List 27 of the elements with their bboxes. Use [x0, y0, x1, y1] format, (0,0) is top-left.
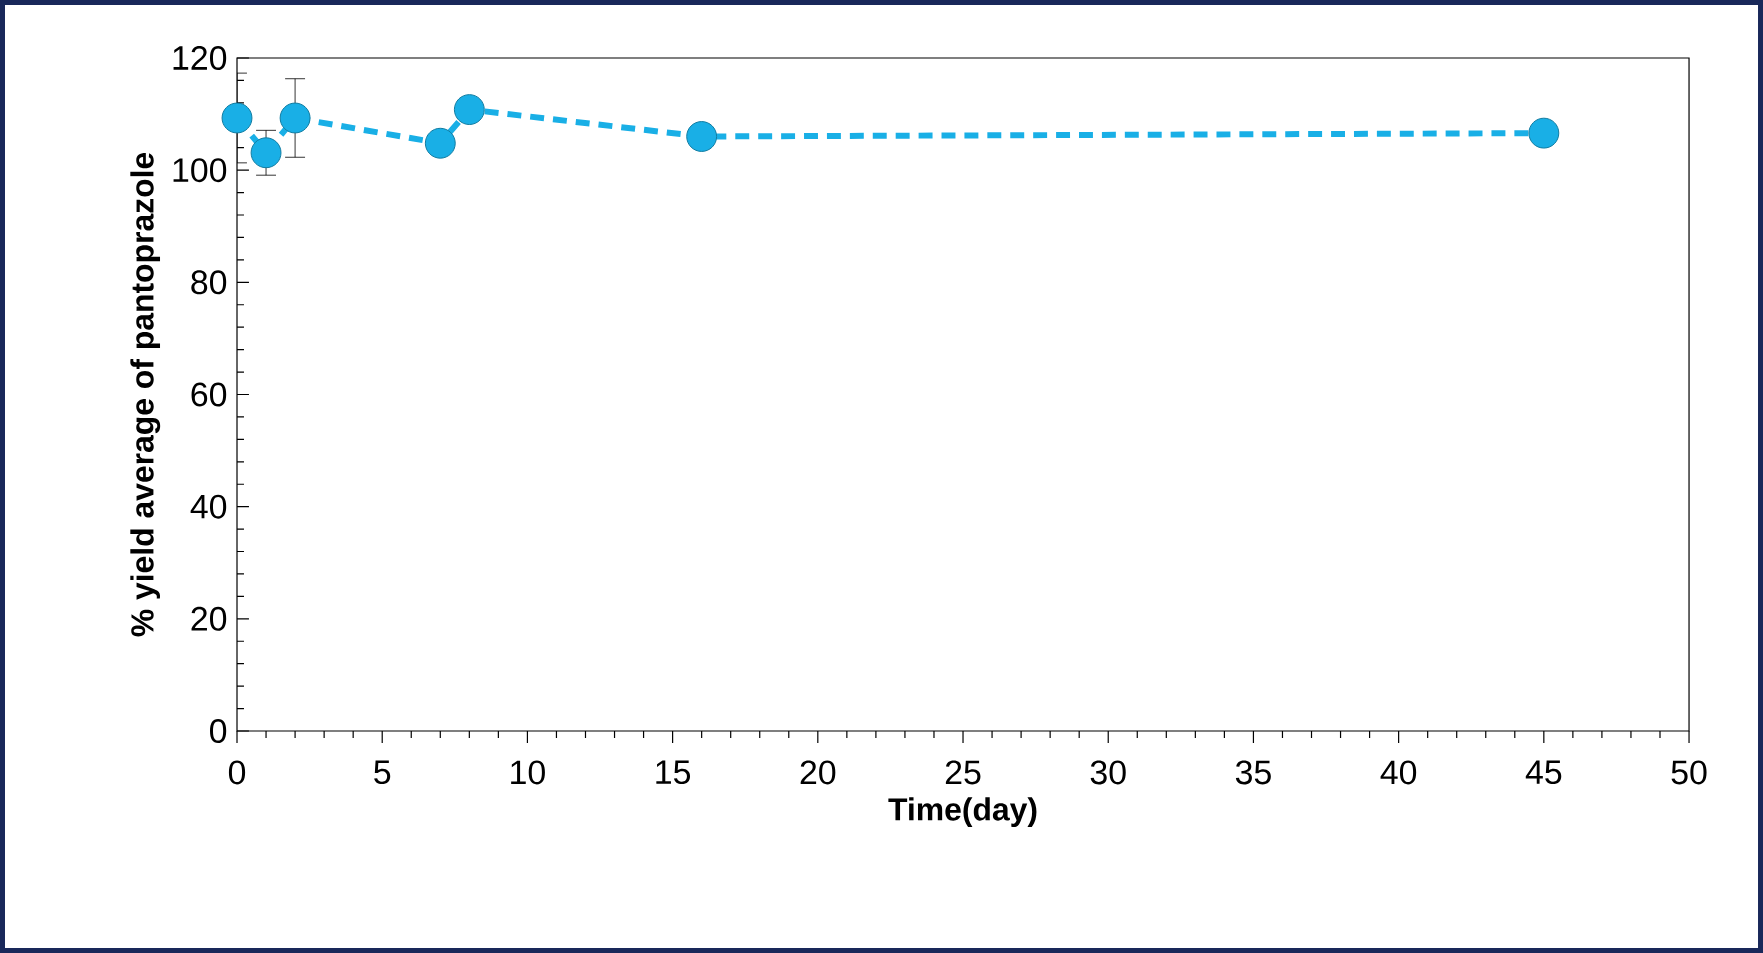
y-tick-label: 60 [191, 382, 227, 407]
x-tick-label: 10 [511, 760, 545, 785]
y-tick-label: 40 [190, 494, 227, 519]
point [250, 137, 282, 169]
y-tick-label: 100 [173, 158, 227, 183]
x-tick-label: 0 [228, 760, 246, 785]
y-tick-label: 120 [173, 45, 227, 70]
x-tick-label: 30 [1090, 760, 1126, 785]
point [221, 102, 253, 134]
point [686, 121, 718, 152]
x-tick-label: 25 [945, 760, 981, 785]
y-tick-label: 80 [191, 270, 227, 295]
y-tick-label: 20 [191, 606, 227, 631]
point [279, 102, 311, 134]
point [424, 127, 456, 159]
point [453, 94, 485, 126]
x-tick-label: 40 [1380, 760, 1417, 785]
x-tick-label: 5 [374, 760, 391, 785]
x-tick-label: 20 [800, 760, 836, 785]
x-tick-label: 35 [1235, 760, 1271, 785]
x-axis-title: Time(day) [888, 797, 1037, 827]
y-tick-label: 0 [210, 719, 227, 743]
x-tick-label: 15 [656, 760, 691, 785]
x-tick-label: 50 [1671, 760, 1707, 785]
y-axis-title: % yield average of pantoprazole [130, 152, 161, 637]
x-tick-label: 45 [1525, 760, 1562, 785]
point [1528, 117, 1560, 149]
